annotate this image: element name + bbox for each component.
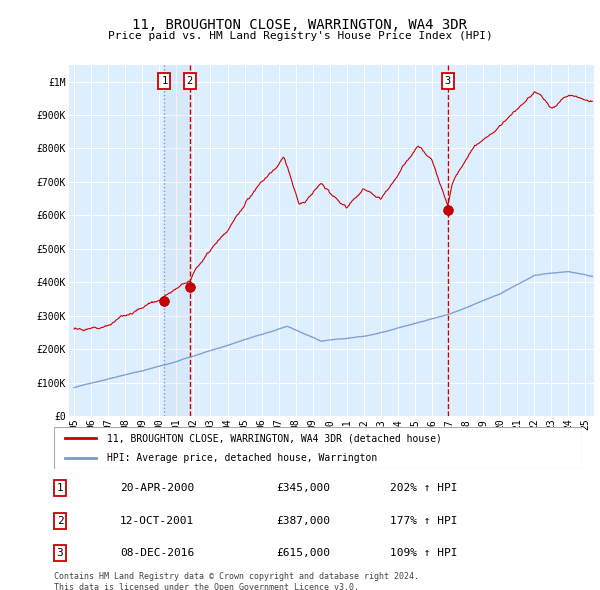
Text: 1: 1 [56,483,64,493]
Text: 11, BROUGHTON CLOSE, WARRINGTON, WA4 3DR: 11, BROUGHTON CLOSE, WARRINGTON, WA4 3DR [133,18,467,32]
Text: HPI: Average price, detached house, Warrington: HPI: Average price, detached house, Warr… [107,453,377,463]
Text: Contains HM Land Registry data © Crown copyright and database right 2024.
This d: Contains HM Land Registry data © Crown c… [54,572,419,590]
Text: 11, BROUGHTON CLOSE, WARRINGTON, WA4 3DR (detached house): 11, BROUGHTON CLOSE, WARRINGTON, WA4 3DR… [107,433,442,443]
Text: 2: 2 [187,76,193,86]
Text: 1: 1 [161,76,167,86]
Text: 202% ↑ HPI: 202% ↑ HPI [390,483,458,493]
Text: £345,000: £345,000 [276,483,330,493]
Text: £615,000: £615,000 [276,548,330,558]
Text: 2: 2 [56,516,64,526]
Bar [164,65,190,416]
Text: 08-DEC-2016: 08-DEC-2016 [120,548,194,558]
Text: 109% ↑ HPI: 109% ↑ HPI [390,548,458,558]
Text: 20-APR-2000: 20-APR-2000 [120,483,194,493]
Text: 3: 3 [445,76,451,86]
Text: 12-OCT-2001: 12-OCT-2001 [120,516,194,526]
Text: 3: 3 [56,548,64,558]
Text: 177% ↑ HPI: 177% ↑ HPI [390,516,458,526]
Text: Price paid vs. HM Land Registry's House Price Index (HPI): Price paid vs. HM Land Registry's House … [107,31,493,41]
Text: £387,000: £387,000 [276,516,330,526]
